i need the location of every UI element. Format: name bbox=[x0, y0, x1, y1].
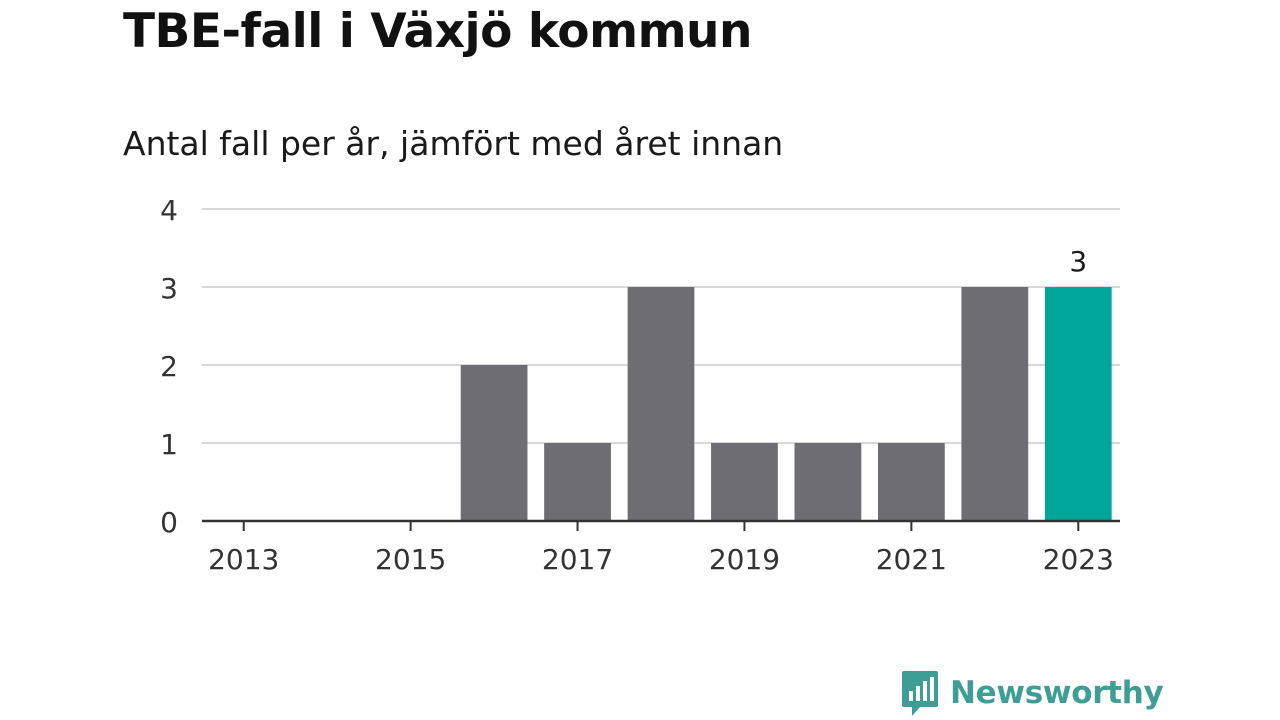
bar-2021 bbox=[877, 443, 945, 521]
data-labels: 3 bbox=[1069, 245, 1087, 278]
x-tick-label: 2023 bbox=[1043, 543, 1114, 576]
y-axis: 0 1 2 3 4 bbox=[160, 194, 178, 539]
bar-2023 bbox=[1044, 287, 1112, 521]
bar-2018 bbox=[627, 287, 695, 521]
chart-subtitle: Antal fall per år, jämfört med året inna… bbox=[123, 124, 784, 163]
x-tick-label: 2021 bbox=[876, 543, 947, 576]
x-tick-label: 2017 bbox=[542, 543, 613, 576]
highlight-value-label: 3 bbox=[1069, 245, 1087, 278]
bar-2022 bbox=[961, 287, 1029, 521]
brand-logo: Newsworthy bbox=[900, 668, 1164, 718]
y-tick-label: 4 bbox=[160, 194, 178, 227]
newsworthy-logo-icon bbox=[902, 671, 938, 716]
bar-2016 bbox=[460, 365, 528, 521]
bar-2017 bbox=[544, 443, 611, 521]
x-tick-label: 2013 bbox=[208, 543, 279, 576]
y-tick-label: 1 bbox=[160, 428, 178, 461]
y-tick-label: 0 bbox=[160, 506, 178, 539]
x-tick-label: 2019 bbox=[709, 543, 780, 576]
chart-title: TBE-fall i Växjö kommun bbox=[123, 4, 752, 59]
y-tick-label: 2 bbox=[160, 350, 178, 383]
bar-2019 bbox=[711, 443, 778, 521]
brand-name: Newsworthy bbox=[950, 675, 1164, 711]
x-axis: 2013 2015 2017 2019 2021 2023 bbox=[202, 519, 1120, 576]
y-tick-label: 3 bbox=[160, 272, 178, 305]
bar-2020 bbox=[794, 443, 862, 521]
x-tick-label: 2015 bbox=[375, 543, 446, 576]
bars bbox=[460, 287, 1112, 521]
